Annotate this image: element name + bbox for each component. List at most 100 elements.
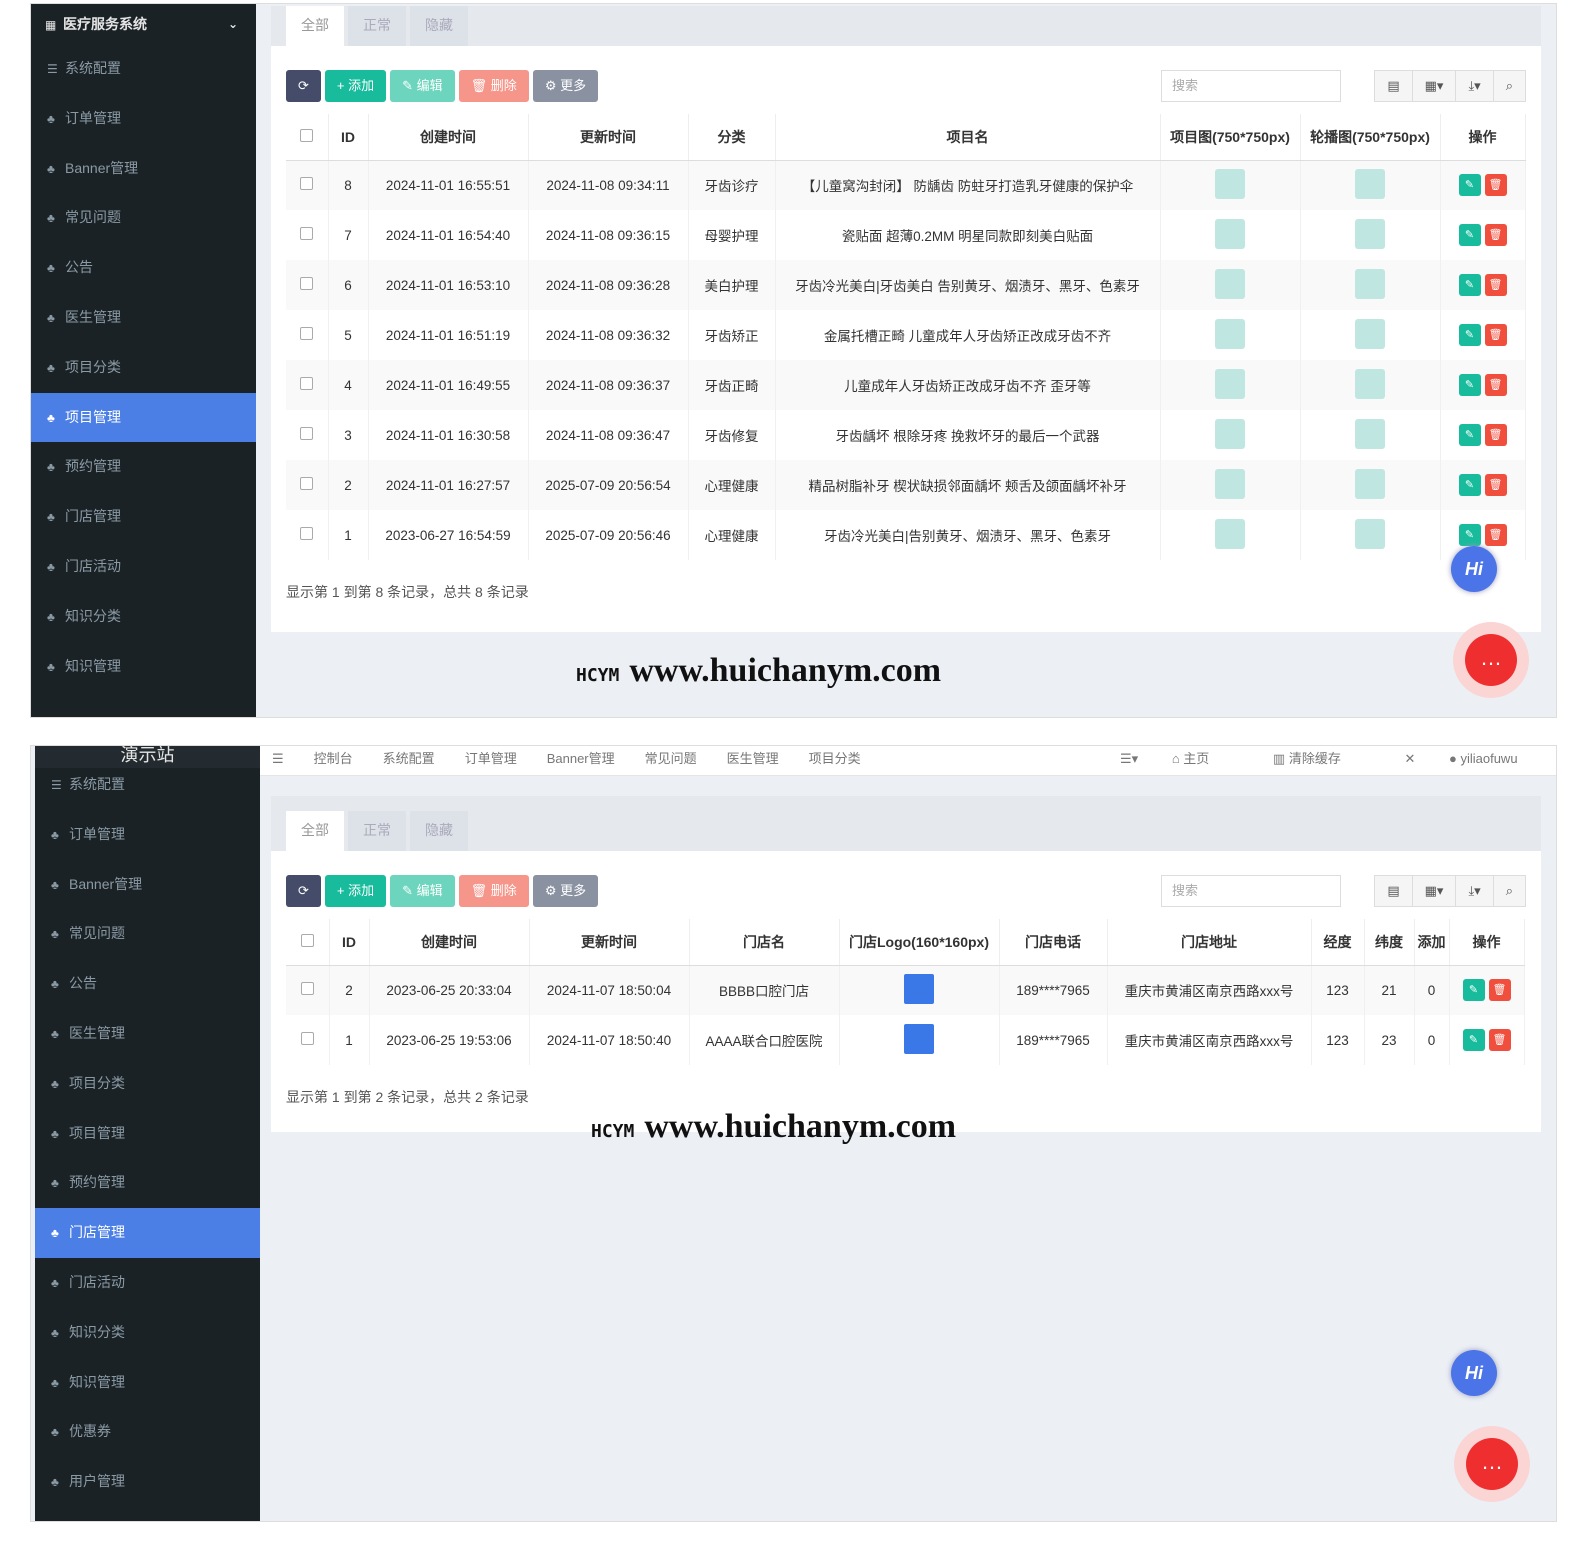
row-select[interactable] — [286, 210, 329, 260]
carousel-image[interactable] — [1355, 168, 1385, 199]
sidebar-item[interactable]: ♣ 预约管理 — [35, 1158, 260, 1208]
export-icon[interactable]: ⤓▾ — [1455, 70, 1494, 102]
row-checkbox[interactable] — [300, 1032, 314, 1045]
sidebar-item[interactable]: ♣ 知识管理 — [31, 642, 256, 692]
project-image[interactable] — [1215, 268, 1245, 299]
sidebar-item[interactable]: ♣ 知识分类 — [31, 592, 256, 642]
edit-button[interactable]: ✎ 编辑 — [390, 70, 455, 102]
more-button[interactable]: ⚙ 更多 — [532, 875, 599, 907]
sidebar-item[interactable]: ♣ Banner管理 — [35, 860, 260, 910]
export-icon[interactable]: ⤓▾ — [1455, 875, 1494, 907]
delete-row-button[interactable]: 🗑 — [1484, 324, 1507, 346]
row-checkbox[interactable] — [300, 477, 314, 490]
sidebar-item[interactable]: ♣ 门店管理 — [35, 1208, 260, 1258]
sidebar-item[interactable]: ♣ 门店管理 — [31, 492, 256, 542]
hi-chat-button[interactable]: Hi — [1451, 1350, 1497, 1396]
project-image[interactable] — [1215, 168, 1245, 199]
project-image[interactable] — [1215, 468, 1245, 499]
add-button[interactable]: + 添加 — [324, 875, 387, 907]
row-checkbox[interactable] — [300, 982, 314, 996]
refresh-button[interactable]: ⟳ — [286, 70, 321, 102]
sidebar-item[interactable]: ♣ 项目分类 — [31, 343, 256, 393]
edit-row-button[interactable]: ✎ — [1458, 224, 1481, 246]
row-checkbox[interactable] — [300, 527, 314, 540]
delete-row-button[interactable]: 🗑 — [1488, 979, 1511, 1002]
sidebar-item[interactable]: ♣ Banner管理 — [31, 144, 256, 194]
carousel-image[interactable] — [1355, 518, 1385, 549]
row-select[interactable] — [286, 1015, 330, 1065]
project-image[interactable] — [1215, 318, 1245, 349]
row-select[interactable] — [286, 310, 329, 360]
menu-toggle-icon[interactable]: ☰ — [272, 751, 284, 766]
sidebar-item[interactable]: ♣ 项目分类 — [35, 1059, 260, 1109]
carousel-image[interactable] — [1355, 268, 1385, 299]
select-all-checkbox[interactable] — [300, 933, 314, 947]
toggle-view-icon[interactable]: ▤ — [1374, 875, 1413, 907]
row-select[interactable] — [286, 460, 329, 510]
chat-button[interactable]: … — [1453, 622, 1529, 698]
delete-button[interactable]: 🗑 删除 — [458, 875, 529, 907]
search-input[interactable]: 搜索 — [1161, 70, 1341, 102]
home-link[interactable]: ⌂ 主页 — [1171, 751, 1210, 766]
sidebar-item[interactable]: ♣ 知识分类 — [35, 1308, 260, 1358]
carousel-image[interactable] — [1355, 418, 1385, 449]
sidebar-item[interactable]: ☰ 系统配置 — [35, 760, 260, 810]
delete-row-button[interactable]: 🗑 — [1484, 224, 1507, 246]
top-nav-item[interactable]: 项目分类 — [808, 751, 861, 766]
delete-row-button[interactable]: 🗑 — [1488, 1029, 1511, 1051]
sidebar-item[interactable]: ♣ 预约管理 — [31, 442, 256, 492]
store-logo[interactable] — [904, 973, 934, 1004]
sidebar-item[interactable]: ♣ 门店活动 — [31, 542, 256, 592]
sidebar-item[interactable]: ♣ 知识管理 — [35, 1358, 260, 1408]
edit-row-button[interactable]: ✎ — [1462, 979, 1485, 1002]
user-menu[interactable]: ● yiliaofuwu — [1449, 751, 1518, 766]
more-button[interactable]: ⚙ 更多 — [532, 70, 599, 102]
edit-row-button[interactable]: ✎ — [1462, 1029, 1485, 1051]
delete-row-button[interactable]: 🗑 — [1484, 524, 1507, 546]
tab[interactable]: 正常 — [348, 6, 406, 46]
toggle-view-icon[interactable]: ▤ — [1374, 70, 1413, 102]
edit-row-button[interactable]: ✎ — [1458, 524, 1481, 546]
edit-row-button[interactable]: ✎ — [1458, 474, 1481, 496]
tab[interactable]: 正常 — [348, 811, 406, 851]
sidebar-item[interactable]: ♣ 优惠券 — [35, 1407, 260, 1457]
sidebar-item[interactable]: ☰ 系统配置 — [31, 44, 256, 94]
tab[interactable]: 全部 — [286, 6, 344, 46]
edit-row-button[interactable]: ✎ — [1458, 374, 1481, 396]
carousel-image[interactable] — [1355, 218, 1385, 249]
row-select[interactable] — [286, 360, 329, 410]
columns-icon[interactable]: ▦▾ — [1411, 70, 1457, 102]
row-checkbox[interactable] — [300, 227, 314, 240]
more-menu-icon[interactable]: ☰▾ — [1120, 751, 1139, 766]
fullscreen-icon[interactable]: ✕ — [1404, 751, 1416, 766]
edit-button[interactable]: ✎ 编辑 — [390, 875, 455, 907]
sidebar-item[interactable]: ♣ 项目管理 — [35, 1109, 260, 1159]
row-checkbox[interactable] — [300, 277, 314, 290]
row-checkbox[interactable] — [300, 377, 314, 390]
sidebar-item[interactable]: ♣ 项目管理 — [31, 392, 256, 443]
top-nav-item[interactable]: 医生管理 — [726, 751, 779, 766]
top-nav-item[interactable]: 订单管理 — [464, 751, 517, 766]
top-nav-item[interactable]: 系统配置 — [382, 751, 435, 766]
row-checkbox[interactable] — [300, 177, 314, 191]
carousel-image[interactable] — [1355, 368, 1385, 399]
clear-cache-link[interactable]: ▥ 清除缓存 — [1272, 751, 1341, 766]
sidebar-item[interactable]: ♣ 订单管理 — [31, 94, 256, 144]
row-checkbox[interactable] — [300, 427, 314, 440]
edit-row-button[interactable]: ✎ — [1458, 424, 1481, 446]
project-image[interactable] — [1215, 368, 1245, 399]
sidebar-item[interactable]: ♣ 公告 — [31, 243, 256, 293]
delete-row-button[interactable]: 🗑 — [1484, 274, 1507, 296]
project-image[interactable] — [1215, 218, 1245, 249]
sidebar-item[interactable]: ♣ 用户管理 — [35, 1457, 260, 1507]
search-icon[interactable]: ⌕ — [1492, 70, 1526, 102]
tab[interactable]: 全部 — [286, 811, 344, 851]
sidebar-item[interactable]: ♣ 常见问题 — [35, 909, 260, 959]
search-icon[interactable]: ⌕ — [1492, 875, 1526, 907]
carousel-image[interactable] — [1355, 468, 1385, 499]
sidebar-item[interactable]: ♣ 订单管理 — [35, 810, 260, 860]
chat-button[interactable]: … — [1454, 1426, 1530, 1502]
project-image[interactable] — [1215, 518, 1245, 549]
row-checkbox[interactable] — [300, 327, 314, 340]
tab[interactable]: 隐藏 — [410, 6, 468, 46]
